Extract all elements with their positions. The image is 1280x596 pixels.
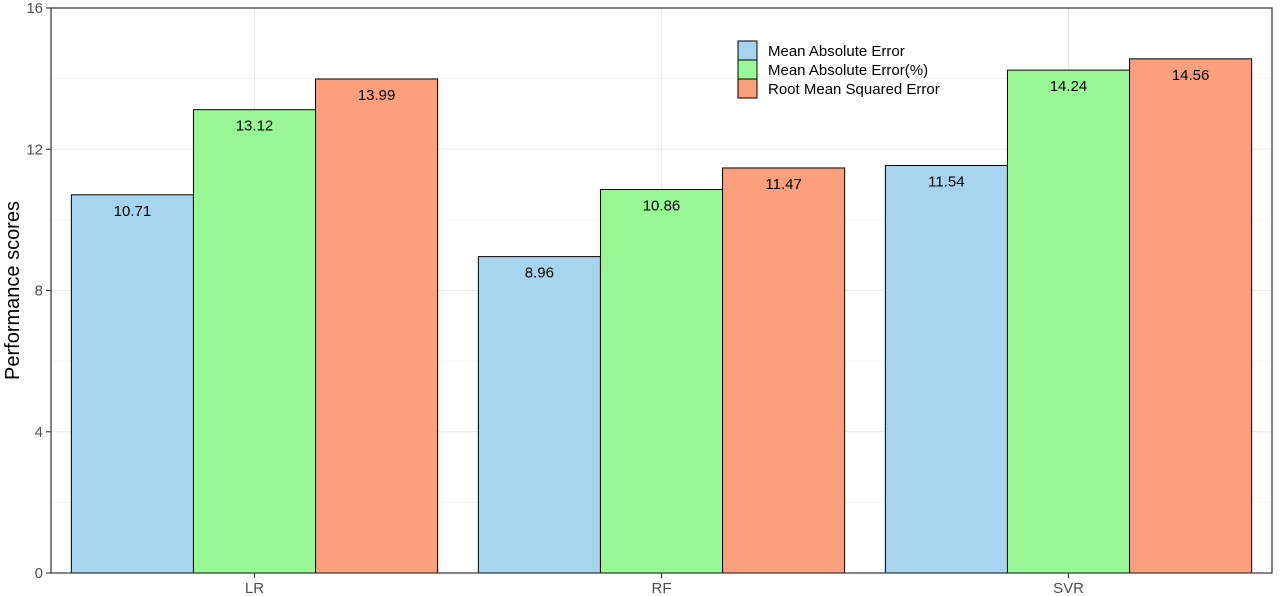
bar-rf-series-1 [477, 256, 601, 574]
x-tick-label-svr: SVR [1053, 580, 1084, 596]
bar-rf-series-2 [599, 189, 724, 574]
y-axis-title: Performance scores [2, 201, 24, 380]
bar-svr-series-2 [1006, 69, 1131, 574]
data-label: 14.24 [1050, 78, 1088, 95]
legend-swatch [737, 78, 758, 99]
y-tick-label: 0 [35, 565, 43, 582]
data-label: 11.54 [928, 173, 964, 190]
x-tick-label-rf: RF [652, 580, 672, 596]
y-axis: 0 4 8 12 16 [26, 0, 51, 582]
x-tick-label-lr: LR [245, 580, 264, 596]
x-axis: LR RF SVR [245, 573, 1084, 596]
bar-svr-series-1 [884, 164, 1008, 574]
legend: Mean Absolute Error Mean Absolute Error(%… [737, 40, 940, 99]
data-labels: 10.71 13.12 13.99 8.96 10.86 11.47 11.54 14.24 1… [114, 67, 1210, 282]
data-label: 11.47 [765, 176, 801, 193]
bar-svr-series-3 [1129, 58, 1253, 574]
legend-label: Mean Absolute Error(%) [768, 62, 928, 79]
bar-rf-series-3 [722, 167, 846, 574]
data-label: 13.12 [236, 118, 274, 135]
data-label: 10.71 [114, 203, 152, 220]
legend-swatch [737, 40, 758, 61]
data-label: 8.96 [525, 265, 554, 282]
legend-label: Mean Absolute Error [768, 43, 905, 60]
y-tick-label: 16 [26, 0, 43, 17]
y-tick-label: 8 [35, 283, 43, 300]
bar-lr-series-1 [70, 194, 194, 574]
bars [70, 58, 1253, 574]
bar-lr-series-3 [315, 78, 439, 574]
data-label: 13.99 [358, 87, 396, 104]
data-label: 10.86 [643, 198, 681, 215]
y-tick-label: 4 [35, 424, 43, 441]
data-label: 14.56 [1172, 67, 1210, 84]
y-tick-label: 12 [26, 141, 43, 158]
legend-label: Root Mean Squared Error [768, 81, 940, 98]
legend-swatch [737, 59, 758, 80]
bar-lr-series-2 [192, 109, 317, 574]
